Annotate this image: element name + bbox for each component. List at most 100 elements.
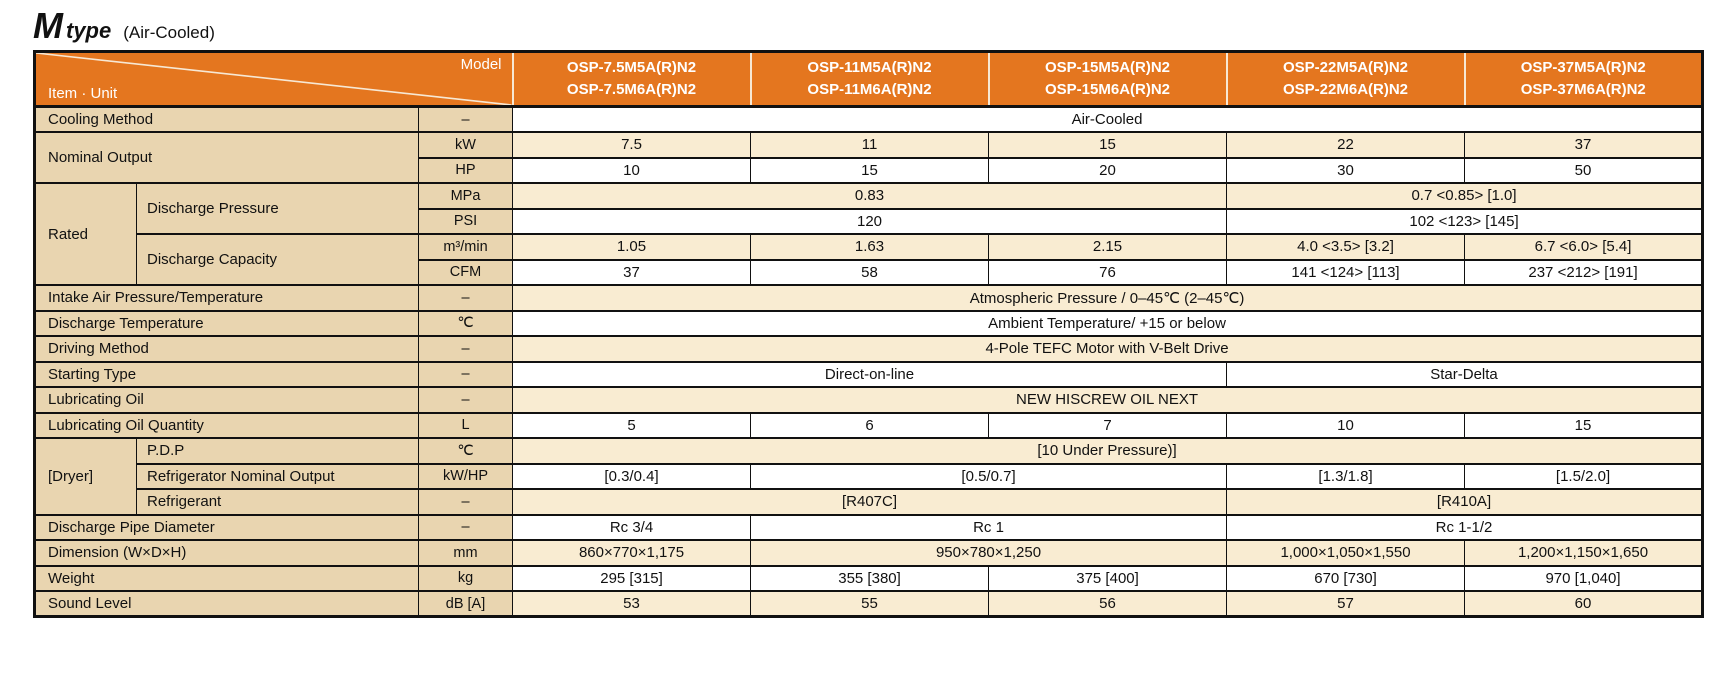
unit-cell: kg (417, 564, 514, 591)
row-label: Discharge Pipe Diameter (34, 513, 419, 540)
value-cell: 141 <124> [113] (1226, 258, 1466, 285)
value-cell: 20 (988, 156, 1228, 183)
value-cell: [0.3/0.4] (512, 462, 752, 489)
value-cell: [0.5/0.7] (750, 462, 1228, 489)
model-name-line2: OSP-15M6A(R)N2 (1045, 81, 1171, 98)
row-sublabel: P.D.P (136, 437, 419, 464)
value-cell: [R407C] (512, 488, 1228, 515)
value-cell: 860×770×1,175 (512, 539, 752, 566)
value-cell: 30 (1226, 156, 1466, 183)
unit-cell: kW/HP (417, 462, 514, 489)
table-row: PSI 120 102 <123> [145] (35, 207, 1704, 234)
table-row: Nominal Output kW 7.5 11 15 22 37 (34, 131, 1704, 183)
model-name-line1: OSP-11M5A(R)N2 (807, 59, 932, 77)
value-cell: 58 (750, 258, 990, 285)
model-name-line1: OSP-22M5A(R)N2 (1283, 59, 1409, 77)
value-cell: 295 [315] (512, 564, 752, 591)
table-row: Discharge Capacity m³/min 1.05 1.63 2.15… (35, 233, 1704, 285)
table-row: Starting Type – Direct-on-line Star-Delt… (34, 360, 1704, 387)
value-cell: 0.83 (512, 182, 1228, 209)
value-cell: 102 <123> [145] (1226, 207, 1704, 234)
value-cell: 76 (988, 258, 1228, 285)
value-cell: 950×780×1,250 (750, 539, 1228, 566)
table-row: CFM 37 58 76 141 <124> [113] 237 <212> [… (35, 258, 1704, 285)
model-name-line2: OSP-37M6A(R)N2 (1520, 81, 1646, 98)
value-cell: 60 (1464, 590, 1704, 617)
value-cell: [1.3/1.8] (1226, 462, 1466, 489)
row-label: Discharge Temperature (34, 309, 419, 336)
value-cell: 0.7 <0.85> [1.0] (1226, 182, 1704, 209)
value-cell: 10 (1226, 411, 1466, 438)
row-label: Intake Air Pressure/Temperature (34, 284, 419, 311)
row-group-label: [Dryer] (34, 437, 137, 515)
value-cell: 6.7 <6.0> [5.4] (1464, 233, 1704, 260)
model-column-header: OSP-22M5A(R)N2 OSP-22M6A(R)N2 (1225, 51, 1465, 108)
model-name-line2: OSP-22M6A(R)N2 (1283, 81, 1409, 98)
model-column-header: OSP-7.5M5A(R)N2 OSP-7.5M6A(R)N2 (511, 51, 751, 108)
unit-cell: – (417, 488, 514, 515)
title-cooling-suffix: (Air-Cooled) (123, 23, 215, 42)
value-cell: 2.15 (988, 233, 1228, 260)
row-label: Sound Level (34, 590, 419, 617)
value-cell: Direct-on-line (512, 360, 1228, 387)
table-header-row: Model Item · Unit OSP-7.5M5A(R)N2 OSP-7.… (34, 51, 1703, 108)
table-row: Lubricating Oil – NEW HISCREW OIL NEXT (34, 386, 1704, 413)
row-sublabel: Refrigerator Nominal Output (136, 462, 419, 489)
unit-cell: MPa (417, 182, 514, 209)
unit-cell: – (417, 335, 514, 362)
table-row: Cooling Method – Air-Cooled (34, 105, 1704, 132)
specification-table: Model Item · Unit OSP-7.5M5A(R)N2 OSP-7.… (33, 50, 1705, 618)
corner-cell-inner: Model Item · Unit (36, 53, 512, 105)
value-cell: Rc 3/4 (512, 513, 752, 540)
diagonal-divider (36, 53, 512, 105)
value-cell: [1.5/2.0] (1464, 462, 1704, 489)
value-cell: Ambient Temperature/ +15 or below (512, 309, 1704, 336)
value-cell: 1.05 (512, 233, 752, 260)
value-cell: 55 (750, 590, 990, 617)
value-cell: 237 <212> [191] (1464, 258, 1704, 285)
value-cell: 57 (1226, 590, 1466, 617)
value-cell: 1,000×1,050×1,550 (1226, 539, 1466, 566)
row-label: Starting Type (34, 360, 419, 387)
row-label: Lubricating Oil Quantity (34, 411, 419, 438)
row-label: Nominal Output (34, 131, 419, 183)
corner-item-unit-label: Item · Unit (48, 85, 118, 102)
unit-cell: ℃ (417, 309, 514, 336)
row-label: Dimension (W×D×H) (34, 539, 419, 566)
row-sublabel: Discharge Capacity (136, 233, 419, 285)
row-label: Driving Method (34, 335, 419, 362)
row-sublabel: Discharge Pressure (136, 182, 419, 234)
model-column-header: OSP-37M5A(R)N2 OSP-37M6A(R)N2 (1463, 51, 1703, 108)
value-cell: Atmospheric Pressure / 0–45℃ (2–45℃) (512, 284, 1704, 311)
row-sublabel: Refrigerant (136, 488, 419, 515)
unit-cell: – (417, 513, 514, 540)
model-name-line1: OSP-37M5A(R)N2 (1520, 59, 1646, 77)
table-row: Dimension (W×D×H) mm 860×770×1,175 950×7… (34, 539, 1704, 566)
unit-cell: CFM (417, 258, 514, 285)
value-cell: 7 (988, 411, 1228, 438)
table-row: Refrigerant – [R407C] [R410A] (35, 488, 1704, 515)
value-cell: 7.5 (512, 131, 752, 158)
value-cell: Star-Delta (1226, 360, 1704, 387)
value-cell: 4-Pole TEFC Motor with V-Belt Drive (512, 335, 1704, 362)
table-row: Rated Discharge Pressure MPa 0.83 0.7 <0… (34, 182, 1704, 285)
table-row: Intake Air Pressure/Temperature – Atmosp… (34, 284, 1704, 311)
value-cell: 375 [400] (988, 564, 1228, 591)
value-cell: 37 (512, 258, 752, 285)
value-cell: 15 (1464, 411, 1704, 438)
value-cell: 355 [380] (750, 564, 990, 591)
value-cell: 11 (750, 131, 990, 158)
value-cell: 22 (1226, 131, 1466, 158)
unit-cell: L (417, 411, 514, 438)
unit-cell: dB [A] (417, 590, 514, 617)
unit-cell: – (417, 284, 514, 311)
title-letter-m: M (33, 5, 63, 46)
model-name-line1: OSP-15M5A(R)N2 (1045, 59, 1171, 77)
unit-cell: – (417, 360, 514, 387)
model-column-header: OSP-11M5A(R)N2 OSP-11M6A(R)N2 (749, 51, 989, 108)
model-name-line1: OSP-7.5M5A(R)N2 (566, 59, 697, 77)
unit-cell: mm (417, 539, 514, 566)
value-cell: 53 (512, 590, 752, 617)
